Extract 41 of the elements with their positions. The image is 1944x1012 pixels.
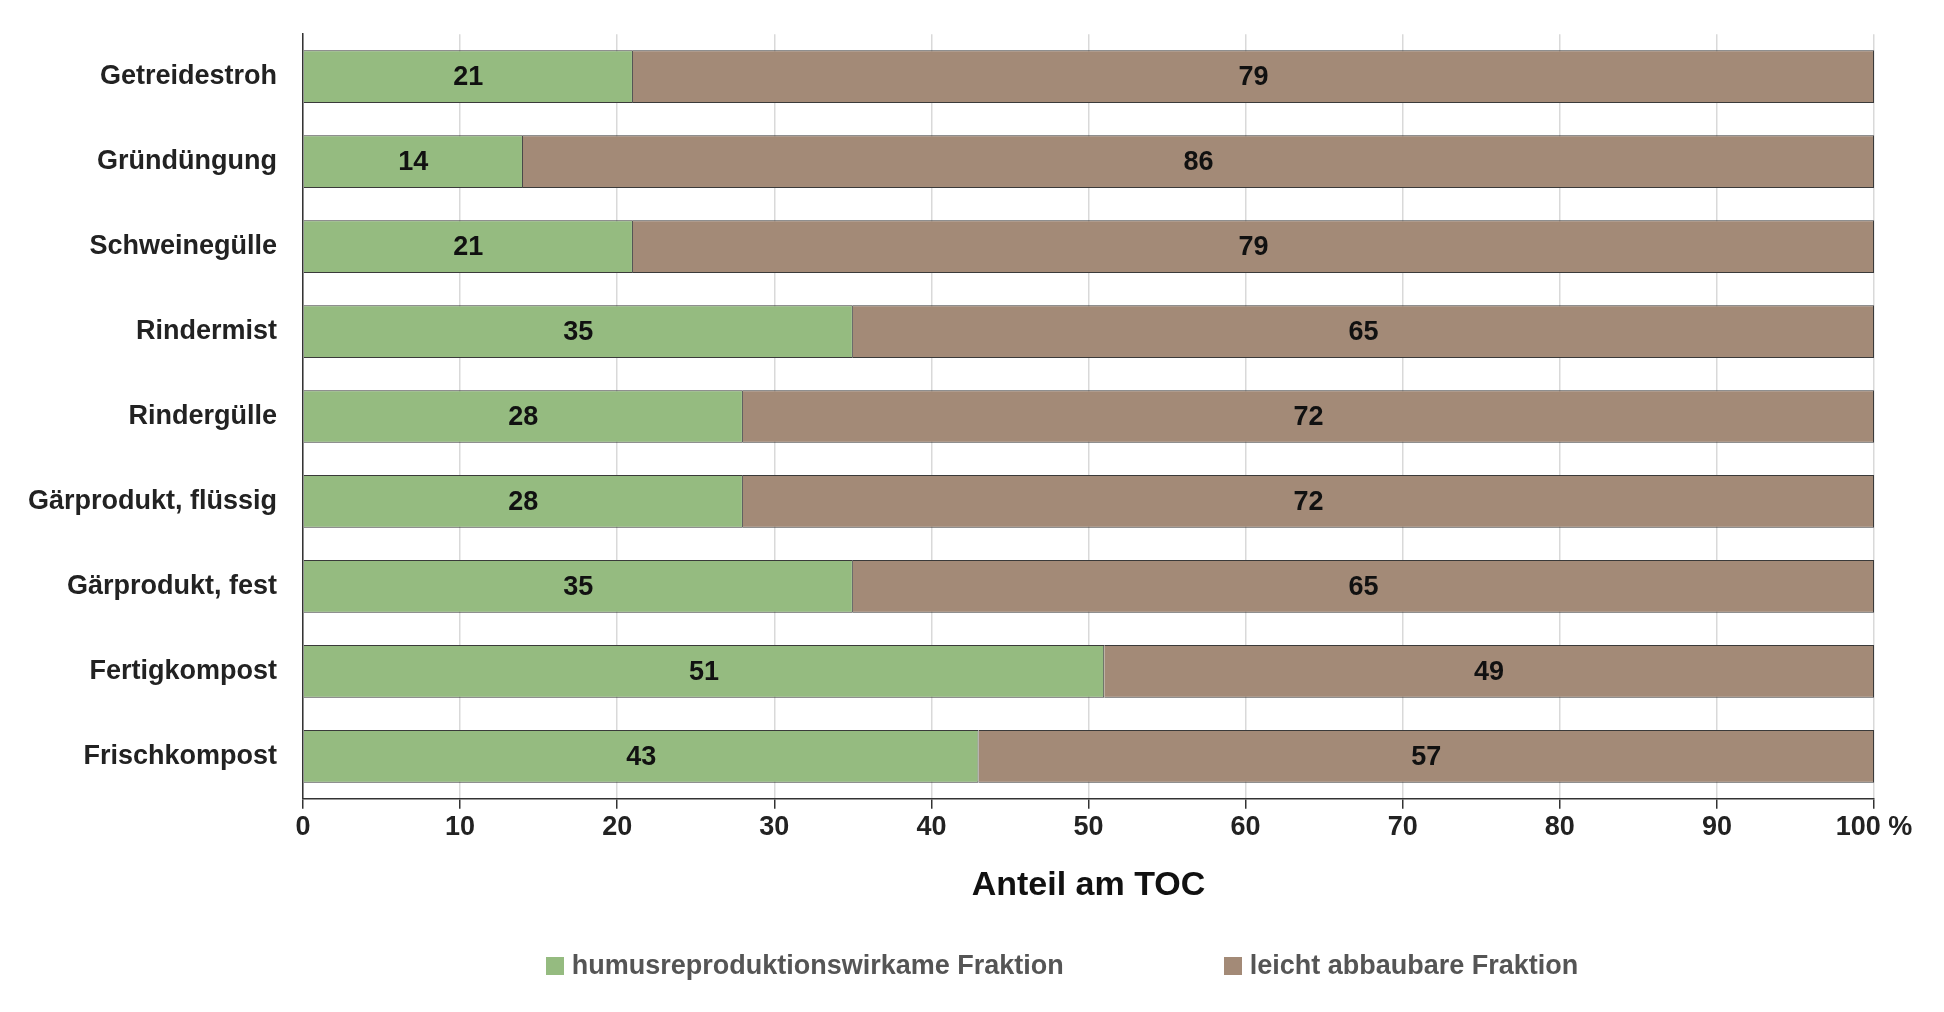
y-tick-label: Gärprodukt, fest [66,569,278,600]
data-label: 79 [1238,61,1269,92]
y-tick-label: Rindermist [135,315,278,345]
data-label: 49 [1474,655,1505,686]
data-label: 51 [688,655,720,686]
data-label: 86 [1183,146,1214,177]
y-tick-label: Frischkompost [83,739,278,770]
legend-label: humusreproduktionswirkame Fraktion [571,950,1064,981]
x-tick-label: 40 [916,811,947,842]
x-tick-label: 100 % [1835,811,1913,842]
x-tick-label: 20 [602,811,633,842]
legend-label: leicht abbaubare Fraktion [1249,950,1579,981]
x-tick-label: 80 [1544,811,1575,842]
data-label: 65 [1348,570,1379,601]
y-tick-label: Rindergülle [128,399,278,430]
data-label: 35 [563,316,594,346]
data-label: 35 [563,570,594,601]
y-tick-label: Fertigkompost [89,654,278,685]
data-label: 28 [508,400,539,431]
x-tick-label: 30 [759,811,790,842]
data-label: 28 [508,485,539,516]
x-tick-label: 90 [1701,811,1732,842]
x-tick-label: 0 [295,811,311,842]
y-tick-label: Getreidestroh [99,60,278,91]
x-axis-title: Anteil am TOC [971,863,1206,902]
x-tick-label: 50 [1073,811,1104,842]
data-label: 65 [1348,316,1379,346]
data-label: 57 [1411,740,1442,771]
y-tick-label: Gründüngung [97,145,278,176]
data-label: 43 [626,740,657,771]
data-label: 21 [453,61,484,92]
x-tick-label: 10 [445,811,476,842]
data-label: 14 [398,146,429,177]
data-label: 79 [1238,231,1269,262]
data-label: 21 [453,231,484,262]
y-tick-label: Gärprodukt, flüssig [27,484,278,515]
data-label: 72 [1293,400,1324,431]
data-label: 72 [1293,485,1324,516]
y-tick-label: Schweinegülle [89,230,278,261]
x-tick-label: 70 [1387,811,1418,842]
x-tick-label: 60 [1230,811,1261,842]
